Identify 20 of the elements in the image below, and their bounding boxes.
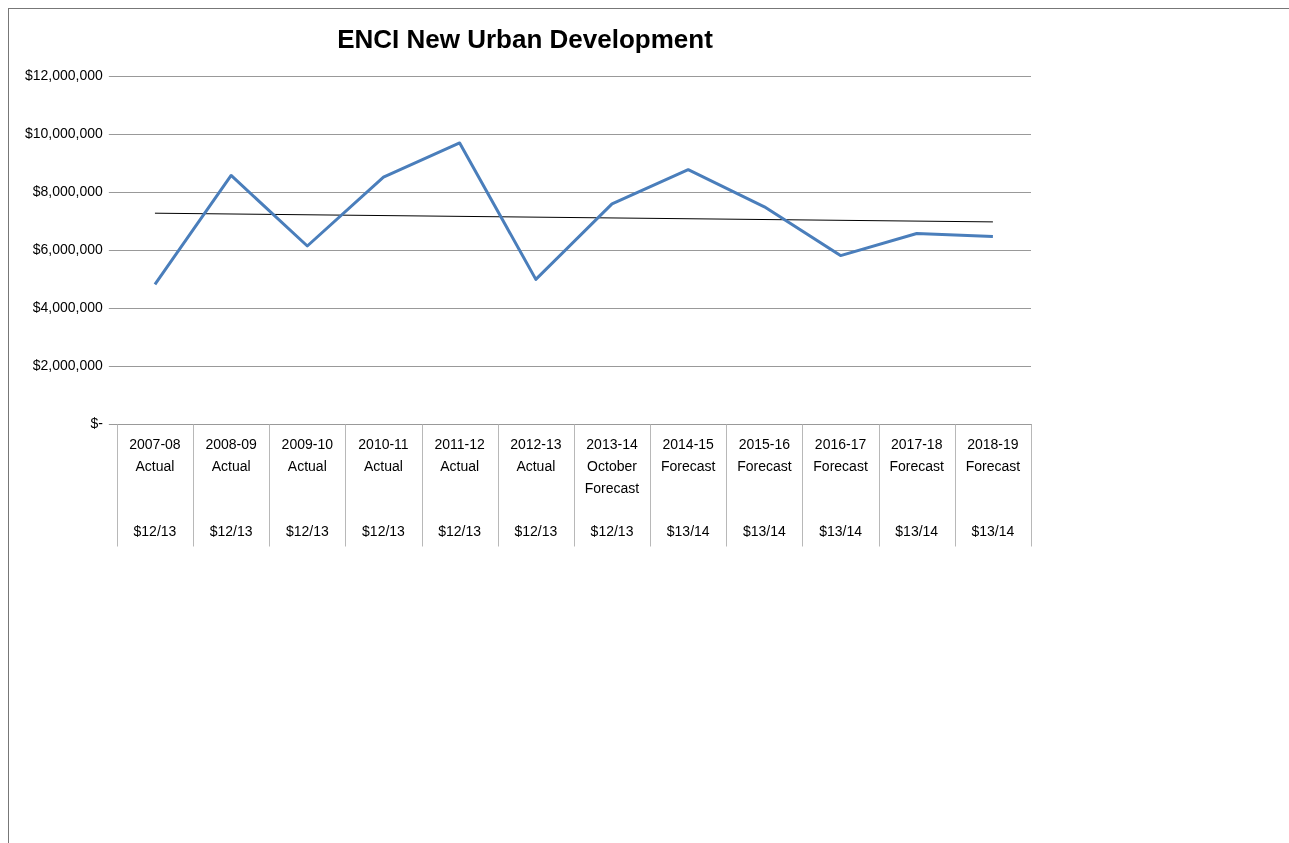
category-label: 2010-11 Actual $12/13: [358, 436, 409, 540]
y-tick-label: $10,000,000: [25, 125, 104, 142]
chart-title: ENCI New Urban Development: [337, 23, 714, 54]
y-tick-label: $12,000,000: [25, 67, 104, 84]
category-label: 2008-09 Actual $12/13: [205, 436, 257, 540]
category-label: 2016-17 Forecast $13/14: [813, 436, 868, 540]
category-label: 2012-13 Actual $12/13: [510, 436, 562, 540]
category-label: 2018-19 Forecast $13/14: [965, 436, 1021, 540]
category-label: 2009-10 Actual $12/13: [281, 436, 333, 540]
category-label: 2011-12 Actual $12/13: [434, 436, 485, 540]
category-label: 2007-08 Actual $12/13: [129, 436, 181, 540]
category-label: 2014-15 Forecast $13/14: [660, 436, 716, 540]
y-tick-label: $-: [90, 415, 104, 432]
y-tick-label: $2,000,000: [32, 357, 104, 374]
category-label: 2013-14 October Forecast $12/13: [584, 436, 640, 540]
y-tick-label: $6,000,000: [32, 241, 104, 258]
y-tick-label: $8,000,000: [32, 183, 104, 200]
y-tick-label: $4,000,000: [32, 299, 104, 316]
category-label: 2017-18 Forecast $13/14: [889, 436, 944, 540]
category-label: 2015-16 Forecast $13/14: [737, 436, 792, 540]
